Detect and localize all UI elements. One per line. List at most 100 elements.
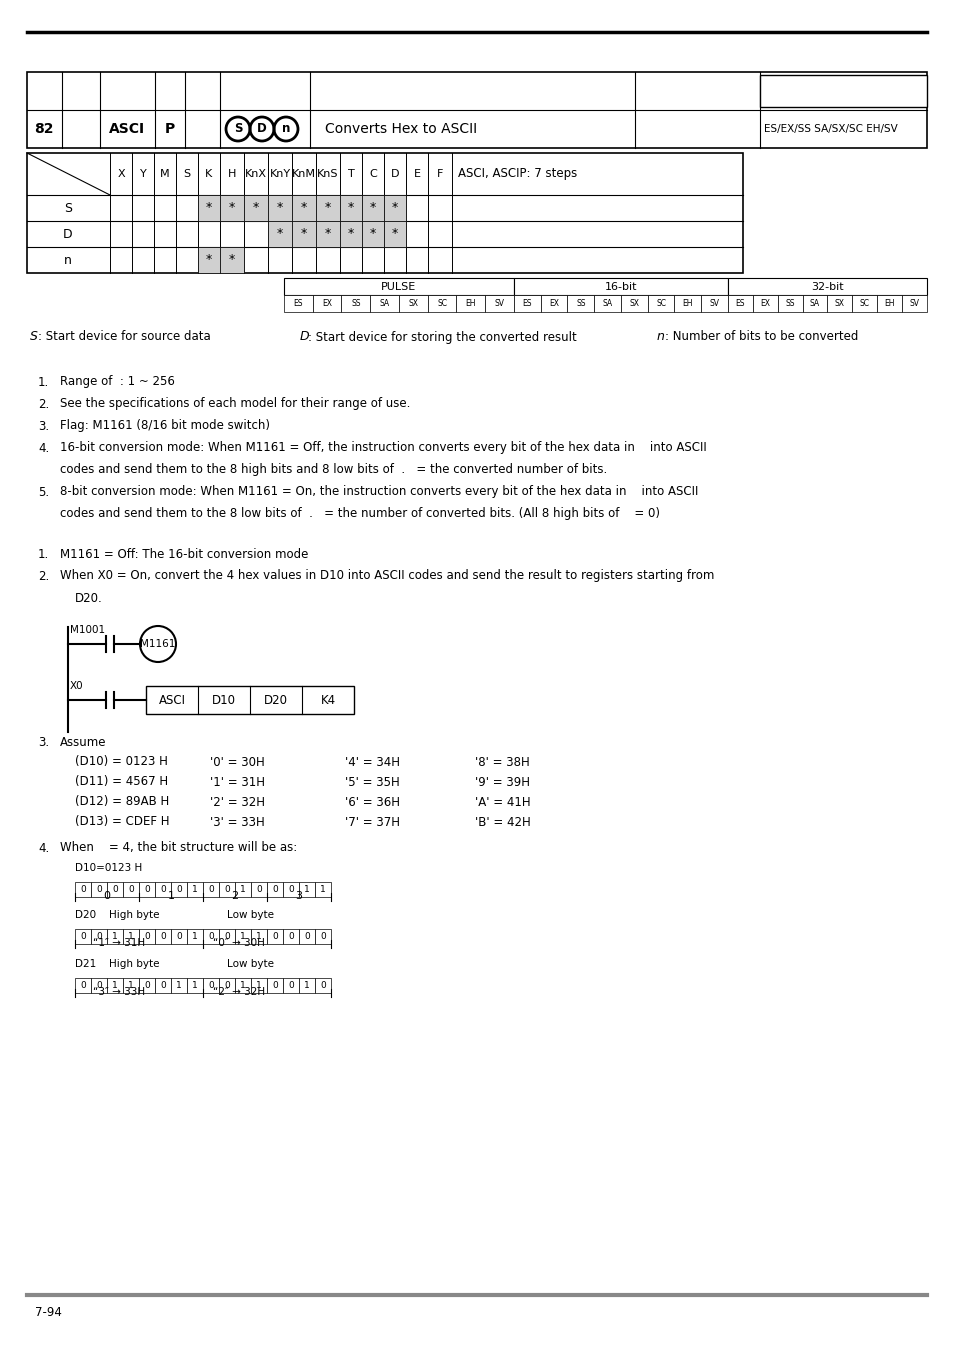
Bar [234, 929, 251, 944]
Text: 0: 0 [208, 981, 213, 990]
Text: K: K [205, 169, 213, 180]
Text: 1: 1 [240, 886, 246, 894]
Text: D20.: D20. [75, 591, 103, 605]
Bar [251, 882, 267, 896]
Bar [485, 296, 514, 312]
Text: n: n [657, 331, 664, 343]
Text: *: * [206, 254, 212, 266]
Text: SV: SV [709, 298, 719, 308]
Text: D10=0123 H: D10=0123 H [75, 863, 142, 873]
Text: KnM: KnM [292, 169, 315, 180]
Text: 0: 0 [224, 931, 230, 941]
Bar [234, 882, 251, 896]
Text: 2.: 2. [38, 570, 50, 582]
Text: 1: 1 [240, 981, 246, 990]
Text: 2: 2 [232, 891, 238, 900]
Text: 0: 0 [208, 886, 213, 894]
Text: SV: SV [494, 298, 504, 308]
Bar [514, 278, 727, 296]
Text: 1: 1 [255, 931, 262, 941]
Text: 0: 0 [96, 931, 102, 941]
Text: *: * [348, 228, 354, 240]
Text: SS: SS [576, 298, 585, 308]
Bar [123, 977, 139, 994]
Text: *: * [276, 228, 283, 240]
Bar [727, 296, 752, 312]
Bar [902, 296, 926, 312]
Text: 0: 0 [208, 931, 213, 941]
Bar [674, 296, 700, 312]
Bar [361, 194, 384, 221]
Bar [370, 296, 398, 312]
Bar [154, 882, 171, 896]
Bar [314, 977, 331, 994]
Bar [171, 929, 187, 944]
Bar [777, 296, 801, 312]
Text: 0: 0 [288, 886, 294, 894]
Text: 5.: 5. [38, 486, 49, 498]
Text: SA: SA [379, 298, 389, 308]
Bar [427, 296, 456, 312]
Text: ASCI, ASCIP: 7 steps: ASCI, ASCIP: 7 steps [457, 167, 577, 181]
Text: SX: SX [408, 298, 418, 308]
Text: ASCI: ASCI [158, 694, 185, 706]
Text: 0: 0 [160, 886, 166, 894]
Bar [75, 977, 91, 994]
Bar [514, 296, 540, 312]
Text: SS: SS [351, 298, 360, 308]
Text: T: T [347, 169, 354, 180]
Bar [283, 929, 298, 944]
Text: 1: 1 [168, 891, 174, 900]
Text: Low byte: Low byte [227, 910, 274, 919]
Bar [384, 194, 406, 221]
Text: 0: 0 [272, 931, 277, 941]
Text: 82: 82 [34, 122, 53, 136]
Text: '2' = 32H: '2' = 32H [210, 795, 265, 809]
Bar [284, 278, 514, 296]
Text: *: * [206, 201, 212, 215]
Text: M1161 = Off: The 16-bit conversion mode: M1161 = Off: The 16-bit conversion mode [60, 548, 308, 560]
Text: “2″ → 32H: “2″ → 32H [213, 987, 265, 998]
Text: ES/EX/SS SA/SX/SC EH/SV: ES/EX/SS SA/SX/SC EH/SV [763, 124, 897, 134]
Text: When    = 4, the bit structure will be as:: When = 4, the bit structure will be as: [60, 841, 297, 855]
Text: 32-bit: 32-bit [810, 282, 842, 292]
Bar [315, 194, 339, 221]
Text: *: * [276, 201, 283, 215]
Text: 0: 0 [176, 931, 182, 941]
Text: 0: 0 [320, 981, 326, 990]
Text: KnX: KnX [245, 169, 267, 180]
Text: '1' = 31H: '1' = 31H [210, 775, 265, 788]
Text: KnY: KnY [269, 169, 291, 180]
Text: 0: 0 [272, 981, 277, 990]
Bar [91, 882, 107, 896]
Text: 0: 0 [80, 886, 86, 894]
Text: H: H [228, 169, 236, 180]
Bar [267, 977, 283, 994]
Text: *: * [300, 228, 307, 240]
Bar [220, 194, 244, 221]
Text: 1.: 1. [38, 375, 50, 389]
Text: SC: SC [436, 298, 447, 308]
Text: ES: ES [294, 298, 303, 308]
Text: E: E [413, 169, 420, 180]
Bar [75, 929, 91, 944]
Text: 0: 0 [272, 886, 277, 894]
Text: : Start device for source data: : Start device for source data [38, 331, 211, 343]
Bar [283, 977, 298, 994]
Text: EX: EX [549, 298, 558, 308]
Text: 1: 1 [128, 931, 133, 941]
Text: *: * [300, 201, 307, 215]
Text: D21: D21 [75, 958, 96, 969]
Text: SS: SS [784, 298, 794, 308]
Text: 0: 0 [144, 886, 150, 894]
Bar [398, 296, 427, 312]
Bar [700, 296, 727, 312]
Bar [219, 882, 234, 896]
Text: *: * [392, 201, 397, 215]
Bar [187, 929, 203, 944]
Bar [268, 221, 292, 247]
Text: KnS: KnS [317, 169, 338, 180]
Text: 0: 0 [304, 931, 310, 941]
Text: 4.: 4. [38, 441, 50, 455]
Text: S: S [30, 331, 38, 343]
